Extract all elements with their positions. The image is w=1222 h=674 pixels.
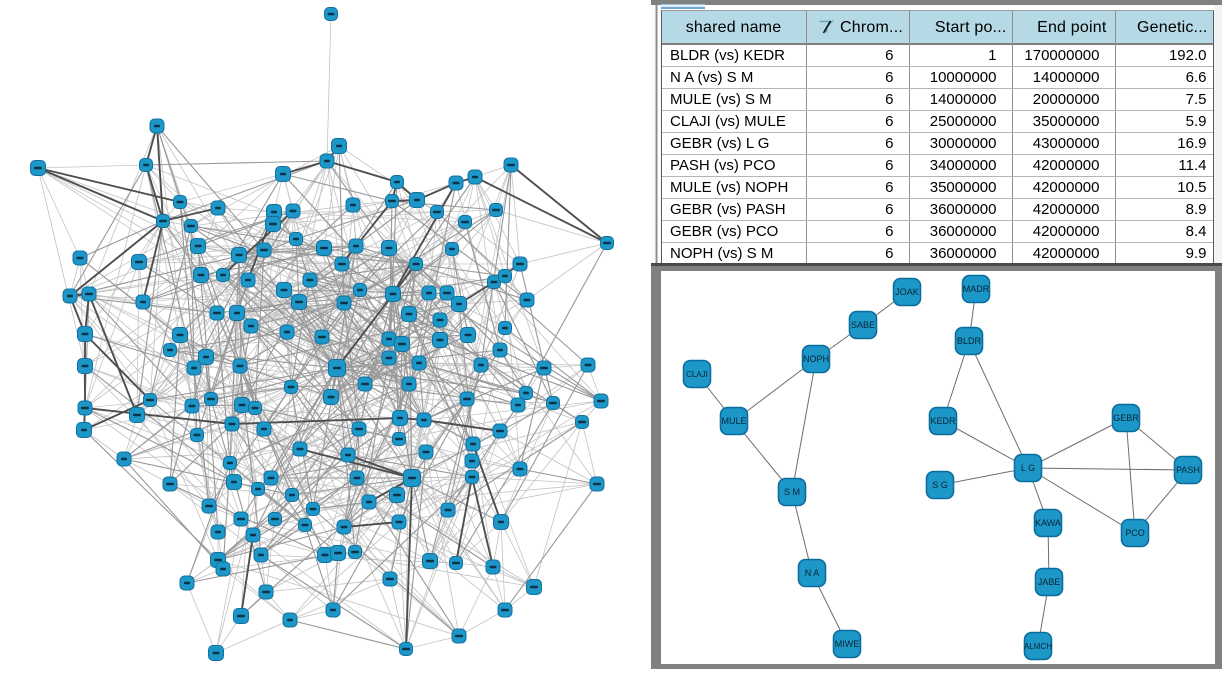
svg-text:NOPH: NOPH bbox=[803, 354, 829, 364]
svg-text:ALMCH: ALMCH bbox=[1024, 642, 1052, 651]
svg-text:KAWA: KAWA bbox=[1035, 518, 1061, 528]
svg-text:BLDR: BLDR bbox=[957, 336, 982, 346]
svg-text:KEDR: KEDR bbox=[930, 416, 956, 426]
svg-text:JOAK: JOAK bbox=[895, 287, 919, 297]
svg-text:MIWE: MIWE bbox=[835, 639, 860, 649]
svg-text:SABE: SABE bbox=[851, 320, 875, 330]
svg-text:PCO: PCO bbox=[1125, 528, 1145, 538]
svg-text:L G: L G bbox=[1021, 463, 1035, 473]
svg-text:JABE: JABE bbox=[1038, 577, 1061, 587]
svg-text:N A: N A bbox=[805, 568, 820, 578]
svg-text:MULE: MULE bbox=[721, 416, 746, 426]
svg-text:PASH: PASH bbox=[1176, 465, 1200, 475]
svg-text:GEBR: GEBR bbox=[1113, 413, 1139, 423]
svg-text:S G: S G bbox=[932, 480, 948, 490]
svg-text:S M: S M bbox=[784, 487, 800, 497]
svg-text:CLAJI: CLAJI bbox=[686, 370, 708, 379]
svg-text:MADR: MADR bbox=[963, 284, 990, 294]
